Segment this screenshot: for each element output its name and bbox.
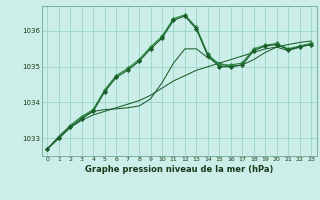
X-axis label: Graphe pression niveau de la mer (hPa): Graphe pression niveau de la mer (hPa) [85, 165, 273, 174]
